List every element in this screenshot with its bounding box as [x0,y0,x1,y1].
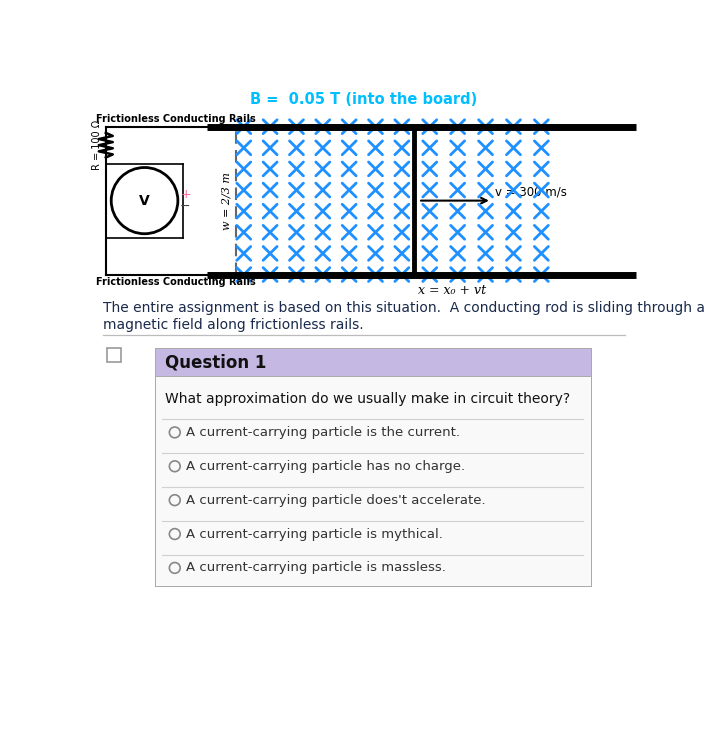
Text: A current-carrying particle is mythical.: A current-carrying particle is mythical. [185,528,442,540]
Text: A current-carrying particle has no charge.: A current-carrying particle has no charg… [185,460,465,473]
Text: A current-carrying particle is the current.: A current-carrying particle is the curre… [185,426,459,439]
Text: A current-carrying particle is massless.: A current-carrying particle is massless. [185,562,445,575]
Text: B =  0.05 T (into the board): B = 0.05 T (into the board) [250,92,478,107]
Bar [106,348,121,362]
Text: R = 100 Ω: R = 100 Ω [92,120,102,171]
Text: −: − [180,200,191,213]
Bar [155,348,591,586]
Text: Frictionless Conducting Rails: Frictionless Conducting Rails [97,277,256,287]
Text: Frictionless Conducting Rails: Frictionless Conducting Rails [97,115,256,124]
Text: magnetic field along frictionless rails.: magnetic field along frictionless rails. [103,318,364,332]
Text: V: V [139,193,150,207]
Text: A current-carrying particle does't accelerate.: A current-carrying particle does't accel… [185,494,485,506]
Bar [155,376,591,586]
Text: What approximation do we usually make in circuit theory?: What approximation do we usually make in… [165,392,571,406]
Text: The entire assignment is based on this situation.  A conducting rod is sliding t: The entire assignment is based on this s… [103,301,705,315]
Bar [155,348,591,376]
Text: +: + [180,188,191,201]
Text: w = 2/3 m: w = 2/3 m [222,172,231,229]
Text: v = 300 m/s: v = 300 m/s [495,185,567,198]
Text: Question 1: Question 1 [165,354,267,371]
Text: x = x₀ + vt: x = x₀ + vt [418,284,486,297]
